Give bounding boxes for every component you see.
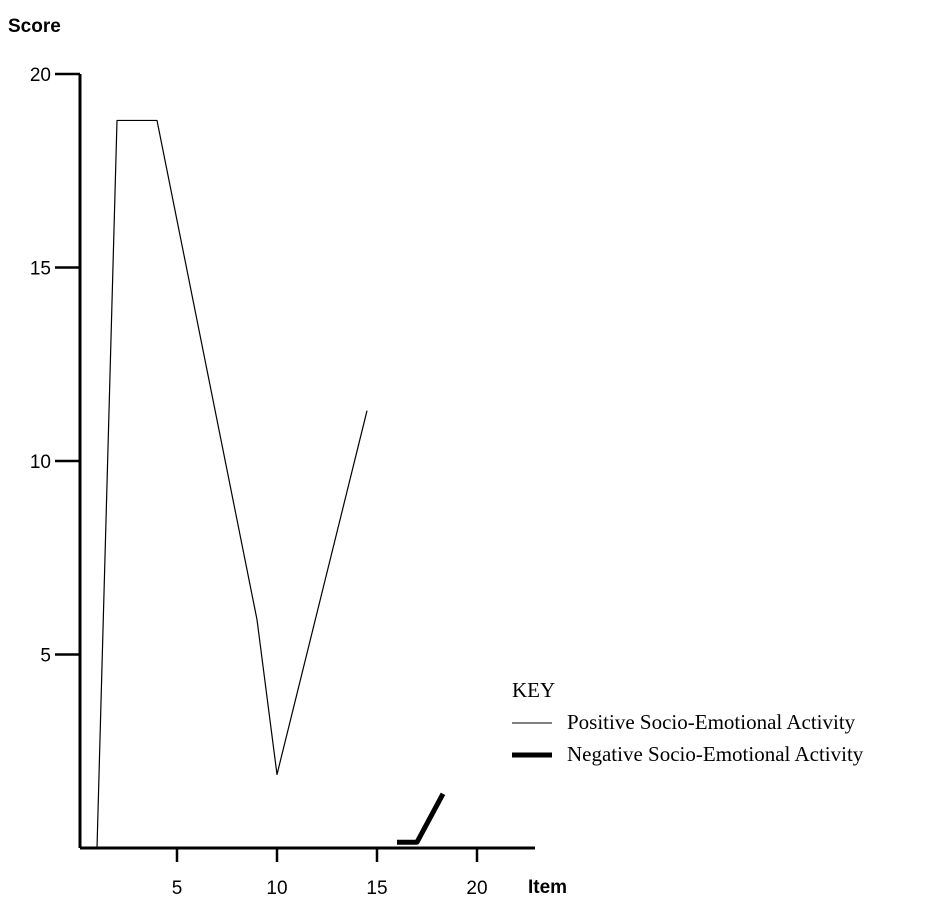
x-ticks: 5 10 15 20 bbox=[172, 848, 488, 899]
x-tick-label: 5 bbox=[172, 878, 183, 899]
series-layer bbox=[96, 119, 446, 849]
y-tick-label: 10 bbox=[30, 452, 51, 473]
series-line-negative bbox=[397, 792, 446, 845]
legend-entry-negative: Negative Socio-Emotional Activity bbox=[567, 742, 864, 766]
x-tick-label: 10 bbox=[266, 878, 287, 899]
legend-entry-positive: Positive Socio-Emotional Activity bbox=[567, 710, 856, 734]
y-ticks: 5 10 15 20 bbox=[30, 65, 80, 667]
legend-title: KEY bbox=[512, 678, 555, 702]
x-axis-label: Item bbox=[528, 877, 567, 898]
y-tick-label: 5 bbox=[40, 646, 51, 667]
legend: KEY Positive Socio-Emotional Activity Ne… bbox=[512, 678, 864, 766]
y-tick-label: 20 bbox=[30, 65, 51, 86]
x-tick-label: 20 bbox=[466, 878, 487, 899]
y-tick-label: 15 bbox=[30, 259, 51, 280]
y-axis-label: Score bbox=[8, 16, 61, 37]
series-line-positive bbox=[96, 119, 368, 849]
x-tick-label: 15 bbox=[366, 878, 387, 899]
